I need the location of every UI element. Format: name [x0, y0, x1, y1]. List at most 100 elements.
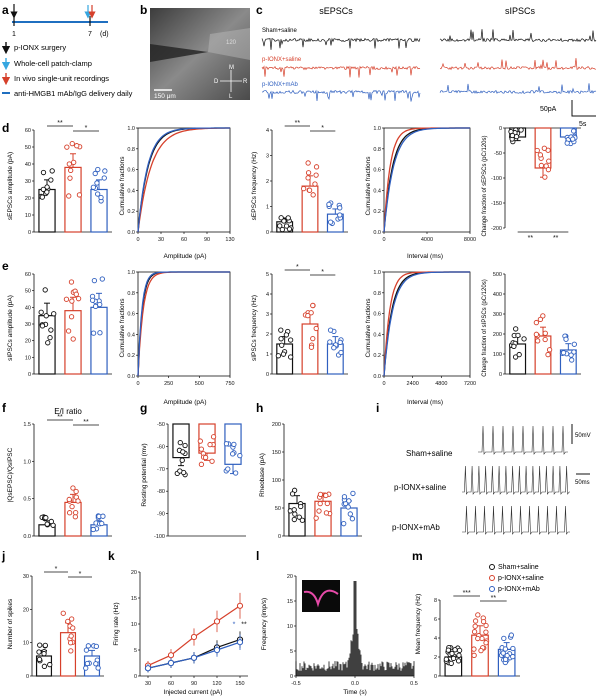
- d-change-sig-label: **: [553, 235, 559, 242]
- m-chart-sig-label: **: [491, 595, 497, 602]
- e-amp-y-ticklabel: 60: [25, 272, 31, 278]
- sipsc-charge-chart: 0 100 200 300 400 500: [493, 272, 581, 378]
- sipsc-cum-amplitude-chart: 0.0 0.2 0.4 0.6 0.8 1.0 0 250 500 750: [127, 270, 234, 387]
- e-change-bar: [509, 343, 527, 375]
- j-chart-sig-label: *: [79, 571, 82, 578]
- g-chart-point: [197, 438, 203, 444]
- g-chart-point: [229, 451, 236, 457]
- d-cumint-y-ticklabel: 0.4: [373, 188, 381, 194]
- k-y-ticklabel: 5: [134, 648, 137, 654]
- f-chart-point: [90, 526, 96, 533]
- k-x-ticklabel: 120: [212, 681, 221, 687]
- m-ylabel: Mean frequency (Hz): [415, 594, 422, 655]
- e-cumamp-y-ticklabel: 0.2: [127, 353, 135, 359]
- trace-line: [261, 37, 421, 50]
- panel-letter-l: l: [256, 549, 259, 563]
- g-chart-point: [225, 466, 231, 472]
- k-x-ticklabel: 60: [168, 681, 174, 687]
- m-chart-sig-label: ***: [463, 590, 471, 597]
- e-amp-point: [38, 309, 44, 315]
- g-chart-y-ticklabel: -80: [157, 489, 165, 495]
- h-chart-point: [323, 510, 330, 516]
- m-chart-point: [483, 622, 489, 629]
- d-amp-y-ticklabel: 10: [25, 213, 31, 219]
- e-change-y-ticklabel: 400: [493, 292, 502, 298]
- g-chart-point: [209, 458, 215, 464]
- e-change-point: [537, 316, 544, 323]
- d-cumint-y-ticklabel: 0.2: [373, 209, 381, 215]
- e-cumamp-x-ticklabel: 500: [195, 381, 204, 387]
- d-cumint-curve: [383, 127, 470, 233]
- d-amp-point: [68, 167, 74, 173]
- f-chart-point: [73, 488, 79, 495]
- d-cumint-y-ticklabel: 1.0: [373, 126, 381, 132]
- d-freq-y-ticklabel: 4: [266, 128, 269, 134]
- e-cumint-curve: [383, 271, 470, 377]
- e-amp-point: [39, 323, 46, 329]
- m-chart-point: [478, 647, 484, 654]
- e-cumamp-curve: [137, 271, 230, 377]
- trace-scalebar: [571, 100, 596, 117]
- d-cumint-y-ticklabel: 0.6: [373, 168, 381, 174]
- g-chart-point: [198, 461, 205, 467]
- e-cumint-y-ticklabel: 0.6: [373, 312, 381, 318]
- e-amp-point: [43, 313, 49, 319]
- k-y-ticklabel: 20: [131, 570, 137, 576]
- e-change-point: [569, 357, 575, 363]
- d-cumamp-ylabel: Cumulative fractions: [119, 156, 126, 216]
- h-chart-point: [341, 521, 347, 527]
- d-cumamp-xlabel: Amplitude (pA): [164, 253, 207, 260]
- d-amp-point: [64, 144, 70, 150]
- timeline-legend-3: In vivo single-unit recordings: [14, 74, 109, 83]
- h-chart-point: [347, 511, 353, 517]
- traces-title-sipsc: sIPSCs: [505, 6, 536, 16]
- e-amp-point: [63, 296, 70, 302]
- d-freq-y-ticklabel: 1: [266, 205, 269, 211]
- f-chart-y-ticklabel: 0.5: [23, 497, 31, 503]
- j-chart-point: [36, 656, 43, 662]
- m-chart-point: [508, 632, 514, 638]
- e-cumamp-x-ticklabel: 0: [136, 381, 139, 387]
- j-chart-point: [47, 661, 53, 668]
- d-change-point: [564, 140, 570, 146]
- d-change-point: [542, 174, 548, 180]
- e-cumint-y-ticklabel: 0.0: [373, 374, 381, 380]
- e-change-y-ticklabel: 200: [493, 332, 502, 338]
- i-label-saline: p-IONX+saline: [394, 483, 447, 492]
- f-chart-point: [100, 513, 106, 519]
- h-chart-y-ticklabel: 150: [272, 450, 281, 456]
- m-chart-point: [452, 647, 458, 653]
- d-cumint-x-ticklabel: 8000: [464, 237, 476, 243]
- d-amp-point: [44, 189, 50, 195]
- g-chart-point: [237, 452, 243, 459]
- e-amp-point: [65, 328, 72, 334]
- e-freq-point: [278, 336, 284, 342]
- d-amp-point: [71, 159, 77, 165]
- e-freq-y-ticklabel: 4: [266, 292, 269, 298]
- j-chart-y-ticklabel: 20: [23, 607, 29, 613]
- d-cumamp-frame: [137, 127, 231, 233]
- e-change-y-ticklabel: 300: [493, 312, 502, 318]
- h-chart-point: [313, 515, 319, 521]
- l-x-ticklabel: 0.5: [410, 681, 418, 687]
- d-amp-point: [102, 168, 108, 174]
- j-chart-point: [60, 610, 66, 616]
- d-amp-point: [66, 193, 72, 199]
- panel-letter-f: f: [2, 401, 7, 415]
- h-chart-y-ticklabel: 200: [272, 422, 281, 428]
- j-chart-point: [41, 650, 47, 657]
- f-chart-point: [70, 485, 76, 491]
- micrograph-panel: 120 M D R L 150 μm: [150, 8, 250, 100]
- compass-l: L: [229, 94, 233, 100]
- trace-label-sham: Sham+saline: [262, 28, 298, 34]
- timeline-unit: (d): [100, 31, 109, 38]
- d-amp-point: [94, 180, 100, 186]
- spike-train: [462, 505, 570, 535]
- e-change-point: [571, 349, 577, 355]
- d-change-y-ticklabel: -100: [491, 176, 502, 182]
- e-amp-y-ticklabel: 20: [25, 339, 31, 345]
- d-amp-point: [95, 191, 101, 197]
- k-point: [236, 602, 244, 609]
- trace-label-saline: p-IONX+saline: [262, 57, 302, 63]
